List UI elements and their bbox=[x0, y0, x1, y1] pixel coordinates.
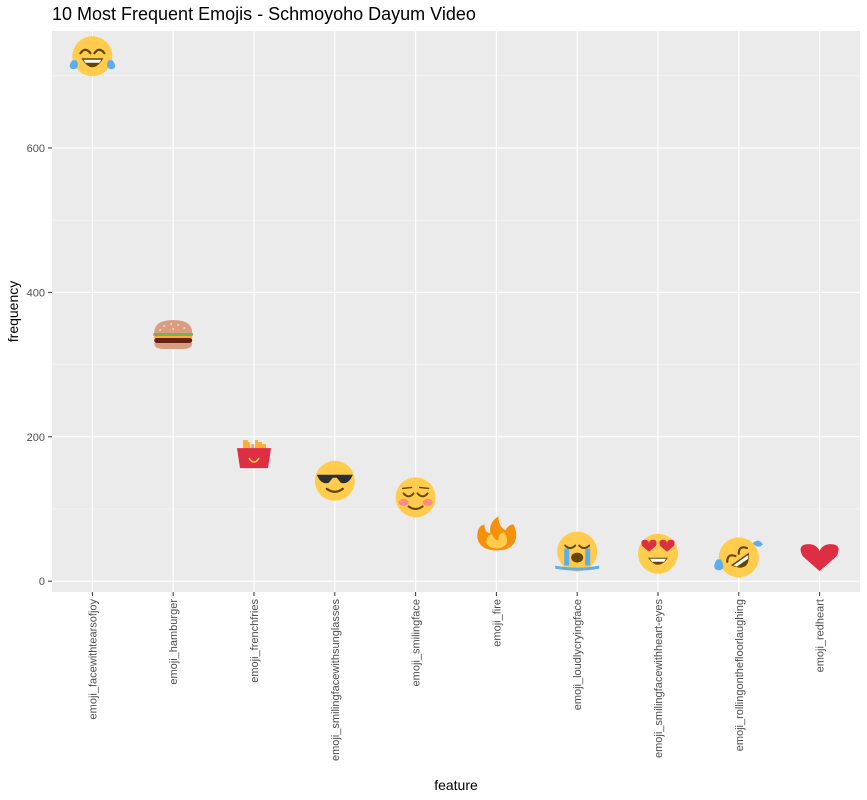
loudly-crying-face-icon bbox=[555, 531, 600, 572]
x-tick-label: emoji_smilingfacewithheart-eyes bbox=[653, 599, 665, 758]
y-axis-title: frequency bbox=[5, 281, 21, 342]
x-tick-label: emoji_loudlycryingface bbox=[572, 599, 584, 710]
emoji-points bbox=[69, 36, 839, 578]
x-tick-label: emoji_fire bbox=[491, 599, 503, 647]
rolling-on-the-floor-laughing-icon bbox=[714, 537, 763, 578]
plot-panel bbox=[52, 31, 860, 592]
y-axis-ticks: 0 200 400 600 bbox=[27, 143, 52, 588]
y-tick-label: 400 bbox=[27, 287, 45, 299]
major-gridlines bbox=[52, 31, 860, 592]
smiling-face-with-heart-eyes-icon bbox=[638, 533, 678, 574]
fire-icon bbox=[477, 516, 517, 551]
face-with-tears-of-joy-icon bbox=[69, 36, 116, 77]
chart-title: 10 Most Frequent Emojis - Schmoyoho Dayu… bbox=[52, 4, 476, 24]
hamburger-icon bbox=[153, 319, 194, 349]
y-tick-label: 600 bbox=[27, 143, 45, 155]
minor-gridlines bbox=[52, 75, 860, 510]
french-fries-icon bbox=[237, 440, 271, 469]
x-axis-title: feature bbox=[434, 777, 478, 793]
red-heart-icon bbox=[800, 544, 839, 572]
x-tick-label: emoji_redheart bbox=[815, 599, 827, 672]
y-tick-label: 200 bbox=[27, 432, 45, 444]
x-axis-ticks: emoji_facewithtearsofjoy emoji_hamburger e… bbox=[87, 592, 827, 762]
x-tick-label: emoji_smilingface bbox=[411, 599, 423, 686]
x-tick-label: emoji_frenchfries bbox=[249, 599, 261, 683]
smiling-face-with-sunglasses-icon bbox=[314, 460, 355, 501]
x-tick-label: emoji_smilingfacewithsunglasses bbox=[330, 599, 342, 762]
x-tick-label: emoji_rollingonthefloorlaughing bbox=[734, 599, 746, 751]
x-tick-label: emoji_facewithtearsofjoy bbox=[87, 599, 99, 720]
x-tick-label: emoji_hamburger bbox=[168, 599, 180, 685]
smiling-face-icon bbox=[395, 477, 436, 518]
y-tick-label: 0 bbox=[39, 576, 45, 588]
